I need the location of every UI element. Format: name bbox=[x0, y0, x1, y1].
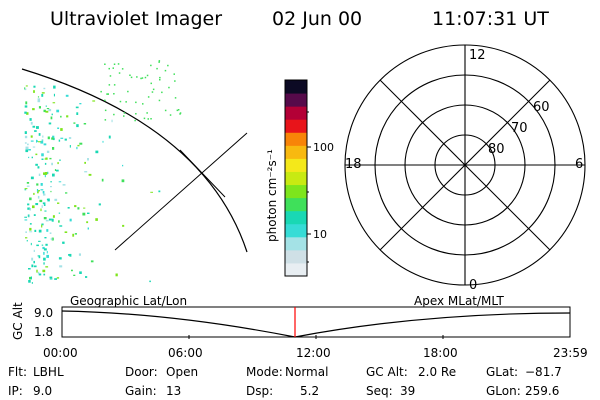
info-gain-label: Gain: bbox=[125, 384, 157, 398]
colorbar-band bbox=[285, 106, 307, 120]
strip-right-label: Apex MLat/MLT bbox=[414, 294, 504, 308]
date-label: 02 Jun 00 bbox=[272, 8, 363, 30]
colorbar-tick-100: 100 bbox=[313, 141, 334, 154]
time-tick-1800: 18:00 bbox=[423, 346, 458, 360]
info-glat-label: GLat: bbox=[486, 365, 519, 379]
info-glon-label: GLon: bbox=[486, 384, 521, 398]
orbit-strip bbox=[61, 306, 571, 339]
info-gcalt-label: GC Alt: bbox=[366, 365, 408, 379]
info-flt-value: LBHL bbox=[33, 365, 64, 379]
info-gcalt-value: 2.0 Re bbox=[418, 365, 457, 379]
colorbar-band bbox=[285, 223, 307, 238]
info-dsp-value: 5.2 bbox=[300, 384, 320, 398]
time-tick-0000: 00:00 bbox=[43, 346, 78, 360]
geographic-image bbox=[21, 60, 248, 284]
colorbar-band bbox=[285, 236, 307, 251]
info-seq-value: 39 bbox=[400, 384, 416, 398]
time-tick-1200: 12:00 bbox=[296, 346, 331, 360]
strip-left-label: Geographic Lat/Lon bbox=[70, 294, 188, 308]
strip-axis-label: GC Alt bbox=[11, 302, 25, 340]
colorbar-band bbox=[285, 119, 307, 133]
lat-label-70: 70 bbox=[511, 121, 528, 136]
info-gain-value: 13 bbox=[166, 384, 182, 398]
instrument-title: Ultraviolet Imager bbox=[50, 8, 223, 30]
strip-ytick-9: 9.0 bbox=[34, 306, 54, 320]
colorbar-band bbox=[285, 93, 307, 107]
colorbar: 100 10 photon cm⁻²s⁻¹ bbox=[265, 79, 334, 277]
colorbar-band bbox=[285, 184, 307, 199]
time-label: 11:07:31 UT bbox=[432, 8, 549, 30]
info-mode-value: Normal bbox=[285, 365, 329, 379]
info-glat-value: −81.7 bbox=[525, 365, 562, 379]
colorbar-band bbox=[285, 132, 307, 146]
colorbar-band bbox=[285, 197, 307, 212]
info-flt-label: Flt: bbox=[8, 365, 27, 379]
polar-plot: 12 18 6 0 60 70 80 bbox=[344, 44, 586, 293]
colorbar-band bbox=[285, 249, 307, 264]
colorbar-band bbox=[285, 262, 307, 277]
time-tick-2359: 23:59 bbox=[553, 346, 588, 360]
info-ip-label: IP: bbox=[8, 384, 23, 398]
strip-ytick-1-8: 1.8 bbox=[34, 325, 54, 339]
colorbar-band bbox=[285, 210, 307, 225]
mlt-label-18: 18 bbox=[345, 157, 362, 172]
colorbar-band bbox=[285, 171, 307, 186]
info-door-value: Open bbox=[166, 365, 199, 379]
colorbar-band bbox=[285, 145, 307, 159]
info-glon-value: 259.6 bbox=[525, 384, 560, 398]
colorbar-band bbox=[285, 158, 307, 172]
info-seq-label: Seq: bbox=[366, 384, 393, 398]
time-tick-0600: 06:00 bbox=[168, 346, 203, 360]
mlt-label-6: 6 bbox=[575, 157, 583, 172]
info-dsp-label: Dsp: bbox=[246, 384, 274, 398]
colorbar-unit-label: photon cm⁻²s⁻¹ bbox=[265, 149, 279, 242]
colorbar-tick-10: 10 bbox=[313, 228, 327, 241]
info-door-label: Door: bbox=[125, 365, 158, 379]
mlt-label-12: 12 bbox=[469, 48, 486, 63]
colorbar-band bbox=[285, 80, 307, 94]
info-ip-value: 9.0 bbox=[33, 384, 53, 398]
lat-label-80: 80 bbox=[488, 142, 505, 157]
lat-label-60: 60 bbox=[533, 100, 550, 115]
info-mode-label: Mode: bbox=[246, 365, 283, 379]
mlt-label-0: 0 bbox=[469, 278, 477, 293]
